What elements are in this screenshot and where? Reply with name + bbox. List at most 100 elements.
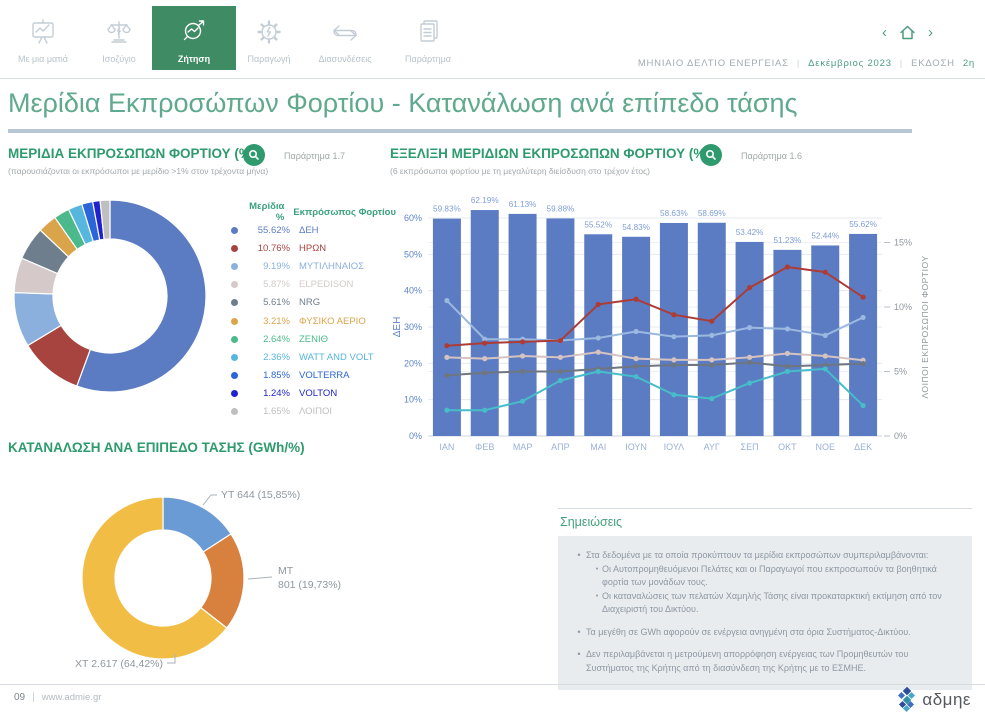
callout-mt-line2: 801 (19,73%)	[278, 579, 341, 591]
svg-text:58.69%: 58.69%	[698, 209, 726, 218]
header-divider	[0, 78, 985, 79]
legend-row-VOLTERRA: 1.85% VOLTERRA	[226, 367, 396, 385]
note-subtext: Οι Αυτοπρομηθευόμενοι Πελάτες και οι Παρ…	[602, 563, 937, 588]
tab-label: Παραγωγή	[247, 54, 291, 64]
legend-representative-name: VOLTON	[299, 388, 338, 400]
shares-appendix-link[interactable]: Παράρτημα 1.7	[284, 151, 345, 161]
svg-text:60%: 60%	[404, 213, 422, 223]
gear-bolt-icon	[252, 15, 286, 51]
legend-row-ΦΥΣΙΚΟ ΑΕΡΙΟ: 3.21% ΦΥΣΙΚΟ ΑΕΡΙΟ	[226, 312, 396, 330]
note-text: Στα δεδομένα με τα οποία προκύπτουν τα μ…	[586, 550, 929, 560]
home-icon[interactable]	[898, 23, 917, 42]
legend-row-ΔΕΗ: 55.62% ΔΕΗ	[226, 221, 396, 239]
legend-header-share: Μερίδια %	[249, 201, 285, 223]
callout-line-yt	[202, 494, 217, 506]
legend-dot	[231, 226, 238, 234]
document-pages-icon	[411, 15, 445, 51]
svg-text:ΝΟΕ: ΝΟΕ	[815, 442, 835, 452]
callout-line-xt	[167, 654, 176, 664]
svg-text:15%: 15%	[894, 238, 912, 248]
line-series-ΗΡΩΝ	[446, 266, 864, 347]
admie-logo: αδμηε	[896, 687, 971, 713]
next-page-arrow[interactable]: ›	[928, 24, 933, 41]
tab-at-a-glance[interactable]: Με μια ματιά	[1, 6, 85, 70]
svg-text:54.83%: 54.83%	[622, 223, 650, 232]
bullet: •	[577, 550, 581, 560]
shares-zoom-button[interactable]	[243, 144, 265, 166]
bulletin-date: Δεκέμβριος 2023	[808, 58, 892, 69]
separator: |	[899, 58, 904, 69]
legend-share-value: 2.36%	[263, 351, 290, 363]
separator: |	[32, 692, 35, 703]
shares-legend: Μερίδια % Εκπρόσωπος Φορτίου 55.62% ΔΕΗ 10…	[226, 201, 396, 421]
legend-row-ΜΥΤΙΛΗΝΑΙΟΣ: 9.19% ΜΥΤΙΛΗΝΑΙΟΣ	[226, 257, 396, 275]
svg-text:ΑΥΓ: ΑΥΓ	[704, 442, 720, 452]
bullet: •	[577, 649, 581, 659]
svg-text:ΑΠΡ: ΑΠΡ	[551, 442, 570, 452]
callout-line-mt	[247, 576, 273, 580]
evolution-zoom-button[interactable]	[700, 144, 722, 166]
admie-logo-text: αδμηε	[922, 690, 971, 709]
donut-segment-ΛΟΙΠΟΙ	[99, 199, 111, 240]
tab-label: Ισοζύγιο	[102, 54, 136, 64]
tab-balance[interactable]: Ισοζύγιο	[77, 6, 161, 70]
line-series-ELPEDISON	[446, 351, 864, 362]
bulletin-title: ΜΗΝΙΑΙΟ ΔΕΛΤΙΟ ΕΝΕΡΓΕΙΑΣ	[637, 58, 789, 69]
svg-text:52.44%: 52.44%	[811, 231, 839, 240]
legend-representative-name: ΛΟΙΠΟΙ	[299, 406, 333, 418]
bar-ΙΟΥΛ	[659, 222, 688, 436]
footer-left: 09 | www.admie.gr	[14, 692, 101, 703]
legend-row-ΖΕΝΙΘ: 2.64% ΖΕΝΙΘ	[226, 330, 396, 348]
tab-demand[interactable]: Ζήτηση	[152, 6, 236, 70]
legend-dot	[231, 281, 238, 289]
legend-share-value: 5.61%	[263, 297, 290, 309]
tab-label: Με μια ματιά	[17, 54, 69, 64]
svg-text:ΜΑΡ: ΜΑΡ	[513, 442, 533, 452]
bar-ΑΥΓ	[697, 222, 726, 436]
prev-page-arrow[interactable]: ‹	[882, 24, 887, 41]
svg-text:5%: 5%	[894, 367, 907, 377]
bar-ΜΑΙ	[584, 234, 613, 436]
bar-ΑΠΡ	[546, 218, 575, 436]
tab-appendix[interactable]: Παράρτημα	[386, 6, 470, 70]
legend-share-value: 9.19%	[263, 260, 290, 272]
evolution-combo-chart: 59.83% ΙΑΝ 62.19% ΦΕΒ 61.13% ΜΑΡ 59.88% ΑΠΡ 55.5…	[392, 196, 930, 452]
evolution-appendix-link[interactable]: Παράρτημα 1.6	[741, 151, 802, 161]
line-series-NRG	[446, 361, 864, 377]
legend-row-VOLTON: 1.24% VOLTON	[226, 385, 396, 403]
bullet: •	[577, 626, 581, 637]
svg-text:55.62%: 55.62%	[849, 220, 877, 229]
presentation-chart-icon	[26, 15, 60, 51]
footer-divider	[0, 684, 985, 685]
tab-label: Ζήτηση	[177, 54, 211, 64]
sub-bullet: •	[595, 592, 599, 600]
footer-website-link[interactable]: www.admie.gr	[41, 692, 102, 703]
evolution-section-title: ΕΞΕΛΙΞΗ ΜΕΡΙΔΙΩΝ ΕΚΠΡΟΣΩΠΩΝ ΦΟΡΤΙΟΥ (%)	[390, 146, 710, 161]
legend-dot	[231, 372, 238, 380]
legend-representative-name: ΦΥΣΙΚΟ ΑΕΡΙΟ	[299, 315, 366, 327]
separator: |	[796, 58, 801, 69]
svg-text:55.52%: 55.52%	[584, 220, 612, 229]
admie-logo-icon	[898, 687, 916, 713]
svg-text:ΣΕΠ: ΣΕΠ	[741, 442, 759, 452]
svg-text:0%: 0%	[894, 431, 907, 441]
legend-share-value: 10.76%	[257, 242, 290, 254]
line-series-ΜΥΤΙΛΗΝΑΙΟΣ	[446, 299, 864, 342]
svg-text:58.63%: 58.63%	[660, 209, 688, 218]
legend-representative-name: ΔΕΗ	[299, 224, 319, 236]
tab-interconnections[interactable]: Διασυνδέσεις	[303, 6, 387, 70]
bar-ΔΕΚ	[849, 233, 878, 436]
legend-dot	[231, 299, 238, 307]
legend-row-ΛΟΙΠΟΙ: 1.65% ΛΟΙΠΟΙ	[226, 403, 396, 421]
svg-text:30%: 30%	[404, 322, 422, 332]
legend-dot	[231, 335, 238, 343]
page-number: 09	[14, 692, 26, 703]
legend-representative-name: VOLTERRA	[299, 370, 350, 382]
legend-dot	[231, 262, 238, 270]
notes-box: • Στα δεδομένα με τα οποία προκύπτουν τα …	[558, 536, 972, 690]
swap-arrows-icon	[327, 15, 363, 51]
voltage-donut-chart: ΥΤ 644 (15,85%) ΜΤ 801 (19,73%) ΧΤ 2.617…	[75, 489, 341, 670]
svg-text:ΜΑΙ: ΜΑΙ	[590, 442, 606, 452]
page-navigation: ‹ ›	[882, 23, 933, 42]
tab-generation[interactable]: Παραγωγή	[227, 6, 311, 70]
